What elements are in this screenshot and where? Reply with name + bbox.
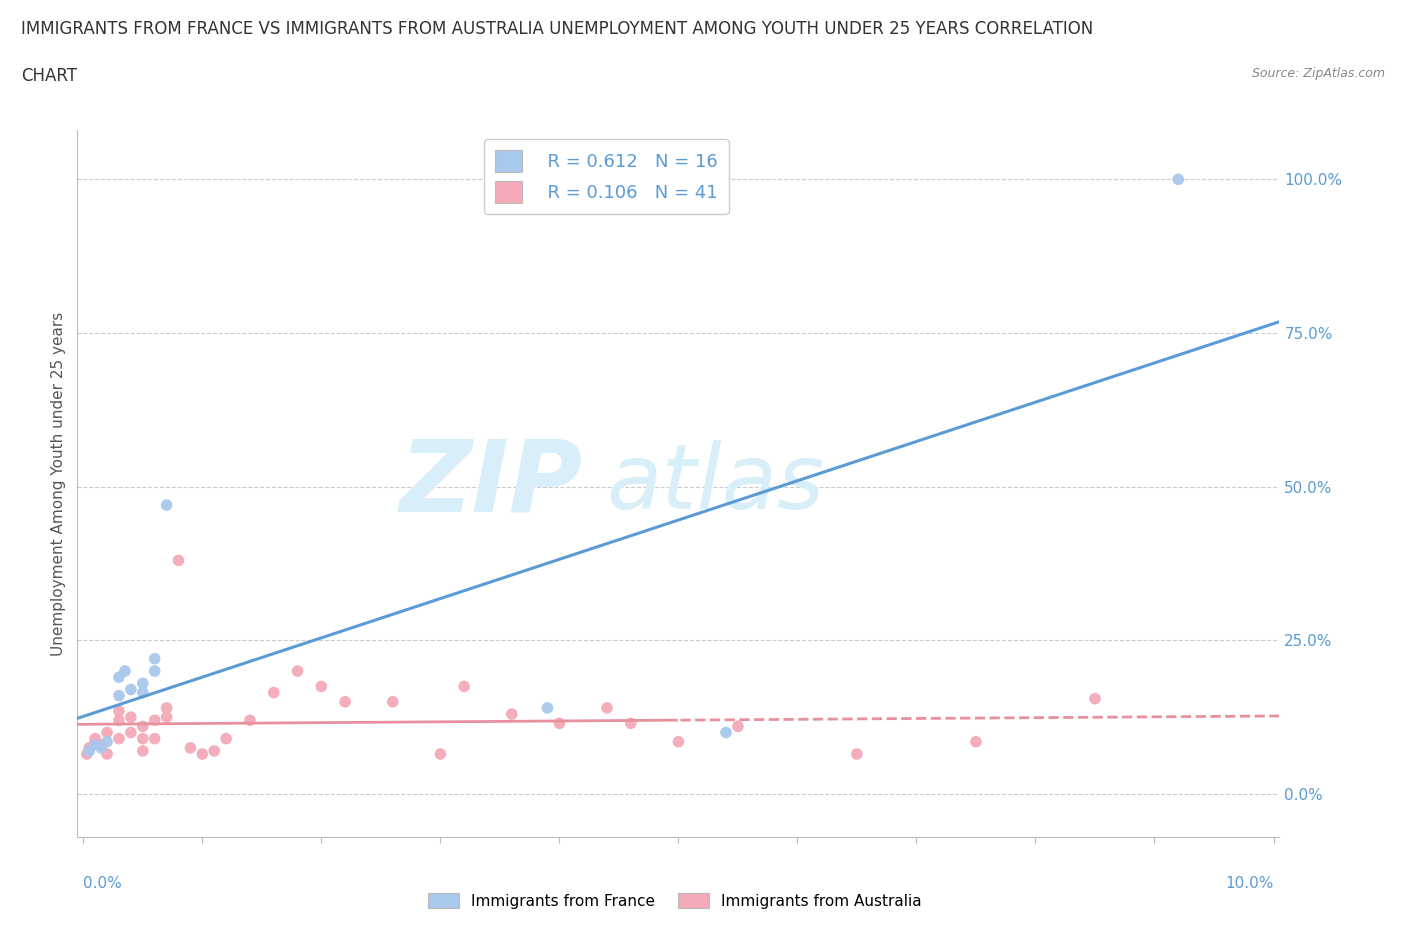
Point	[96, 735, 118, 750]
Point	[84, 737, 107, 752]
Point	[311, 679, 333, 694]
Point	[96, 747, 118, 762]
Point	[263, 685, 285, 700]
Point	[548, 716, 571, 731]
Point	[845, 747, 868, 762]
Point	[155, 700, 177, 715]
Point	[1084, 691, 1107, 706]
Point	[108, 688, 131, 703]
Point	[132, 743, 155, 758]
Point	[90, 740, 112, 755]
Point	[120, 682, 142, 697]
Text: CHART: CHART	[21, 67, 77, 85]
Text: ZIP: ZIP	[399, 435, 582, 532]
Point	[714, 725, 737, 740]
Point	[620, 716, 643, 731]
Point	[77, 743, 100, 758]
Point	[120, 725, 142, 740]
Point	[108, 670, 131, 684]
Point	[77, 740, 100, 755]
Point	[108, 731, 131, 746]
Point	[453, 679, 475, 694]
Point	[143, 731, 166, 746]
Point	[501, 707, 523, 722]
Text: atlas: atlas	[606, 440, 824, 527]
Text: Source: ZipAtlas.com: Source: ZipAtlas.com	[1251, 67, 1385, 80]
Point	[179, 740, 201, 755]
Point	[429, 747, 451, 762]
Point	[132, 676, 155, 691]
Point	[143, 712, 166, 727]
Point	[333, 695, 356, 710]
Point	[215, 731, 238, 746]
Point	[143, 651, 166, 666]
Point	[167, 553, 190, 568]
Y-axis label: Unemployment Among Youth under 25 years: Unemployment Among Youth under 25 years	[51, 312, 66, 656]
Point	[96, 725, 118, 740]
Text: IMMIGRANTS FROM FRANCE VS IMMIGRANTS FROM AUSTRALIA UNEMPLOYMENT AMONG YOUTH UND: IMMIGRANTS FROM FRANCE VS IMMIGRANTS FRO…	[21, 20, 1094, 38]
Text: 10.0%: 10.0%	[1225, 876, 1274, 891]
Point	[668, 735, 690, 750]
Point	[239, 712, 262, 727]
Point	[132, 731, 155, 746]
Point	[84, 731, 107, 746]
Point	[536, 700, 558, 715]
Point	[108, 712, 131, 727]
Point	[381, 695, 404, 710]
Point	[120, 710, 142, 724]
Point	[114, 664, 136, 679]
Text: 0.0%: 0.0%	[83, 876, 122, 891]
Point	[143, 664, 166, 679]
Point	[202, 743, 225, 758]
Point	[84, 735, 107, 750]
Point	[90, 737, 112, 752]
Point	[1167, 172, 1189, 187]
Point	[287, 664, 309, 679]
Point	[965, 735, 987, 750]
Legend: Immigrants from France, Immigrants from Australia: Immigrants from France, Immigrants from …	[422, 886, 928, 915]
Point	[76, 747, 98, 762]
Point	[108, 704, 131, 719]
Point	[727, 719, 749, 734]
Point	[132, 719, 155, 734]
Legend:   R = 0.612   N = 16,   R = 0.106   N = 41: R = 0.612 N = 16, R = 0.106 N = 41	[484, 140, 728, 214]
Point	[132, 685, 155, 700]
Point	[155, 710, 177, 724]
Point	[191, 747, 214, 762]
Point	[596, 700, 619, 715]
Point	[155, 498, 177, 512]
